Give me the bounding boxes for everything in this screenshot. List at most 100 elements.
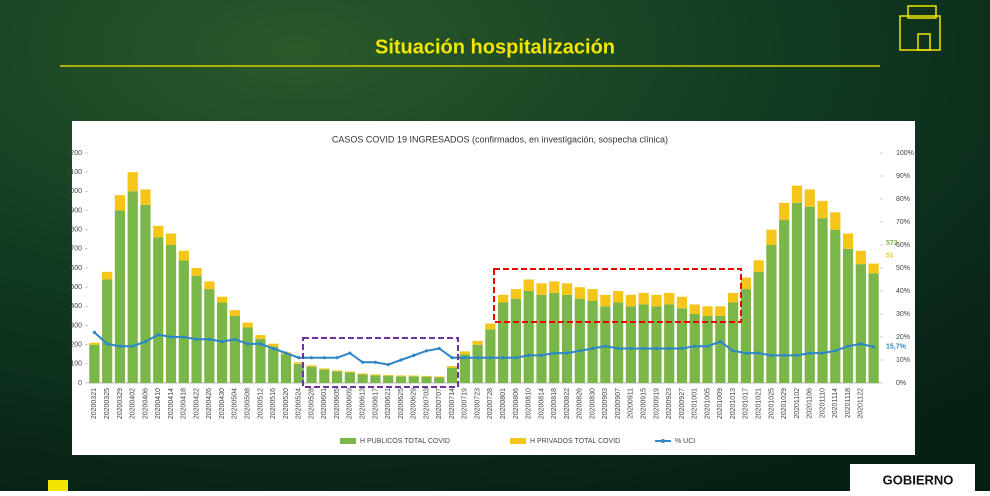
uci-point <box>297 356 301 360</box>
legend-swatch <box>340 438 356 444</box>
y2-tick-label: 100% <box>896 150 914 157</box>
bar <box>676 308 688 383</box>
x-tick-label: 20200728 <box>487 388 494 419</box>
uci-point <box>590 346 595 351</box>
uci-point <box>744 351 748 355</box>
x-tick-label: 20200426 <box>206 388 213 419</box>
bar <box>421 375 432 377</box>
bar <box>510 298 522 383</box>
x-tick-label: 20200524 <box>296 388 303 419</box>
bar <box>217 296 228 303</box>
bar <box>613 302 624 383</box>
bar <box>357 374 368 383</box>
x-tick-label: 20201025 <box>768 388 775 419</box>
bar <box>242 327 253 383</box>
bar <box>140 204 151 383</box>
x-tick-label: 20200703 <box>423 388 430 419</box>
bar <box>702 306 713 316</box>
corner-square <box>48 480 68 491</box>
bar <box>791 202 803 383</box>
x-tick-label: 20201118 <box>845 388 852 418</box>
uci-point <box>527 353 531 357</box>
bar <box>536 283 547 295</box>
uci-point <box>476 356 480 360</box>
uci-point <box>169 335 173 339</box>
uci-point <box>578 349 582 353</box>
y-tick-label: 1200 <box>66 150 82 157</box>
bar <box>791 185 803 203</box>
x-tick-label: 20200719 <box>462 388 469 419</box>
bar <box>715 315 726 383</box>
y-tick-label: 300 <box>70 322 82 329</box>
bar <box>830 212 841 230</box>
x-tick-label: 20200903 <box>602 388 609 419</box>
uci-point <box>718 340 722 344</box>
y-tick-label: 200 <box>70 342 82 349</box>
uci-point <box>399 358 403 362</box>
bar <box>561 283 573 295</box>
value-label: 572 <box>886 240 898 247</box>
y-tick-label: 1000 <box>66 188 82 195</box>
x-tick-label: 20201029 <box>781 388 788 419</box>
bar <box>153 237 164 383</box>
bar <box>127 191 138 383</box>
y2-tick-label: 20% <box>896 334 910 341</box>
bar <box>268 346 279 383</box>
bar <box>434 377 445 383</box>
bar <box>740 289 751 383</box>
value-label: 15,7% <box>886 344 907 351</box>
bar <box>587 289 598 301</box>
uci-point <box>271 346 275 351</box>
uci-point <box>463 356 467 360</box>
uci-point <box>808 351 812 355</box>
bar <box>280 354 292 383</box>
bar <box>625 306 637 383</box>
bar <box>561 294 573 383</box>
bar <box>817 200 828 219</box>
uci-point <box>182 335 186 339</box>
uci-point <box>667 346 671 351</box>
uci-point <box>412 353 416 357</box>
x-tick-label: 20200621 <box>385 388 392 419</box>
x-tick-label: 20200625 <box>398 388 405 419</box>
bar <box>779 220 790 383</box>
x-tick-label: 20200609 <box>347 388 354 419</box>
y2-tick-label: 0% <box>896 380 906 387</box>
x-tick-label: 20200508 <box>245 388 252 419</box>
uci-point <box>131 344 135 348</box>
bar <box>114 195 126 211</box>
x-tick-label: 20200601 <box>321 388 328 419</box>
x-tick-label: 20200830 <box>589 388 596 419</box>
bar <box>370 375 381 383</box>
bar <box>191 268 202 276</box>
bar <box>753 260 764 272</box>
bar <box>446 366 458 368</box>
x-tick-label: 20200919 <box>653 388 660 419</box>
bar <box>638 304 649 383</box>
uci-point <box>642 346 646 351</box>
uci-point <box>769 353 774 357</box>
x-tick-label: 20200414 <box>168 388 175 419</box>
bar <box>868 263 879 274</box>
y-tick-label: 1100 <box>67 169 82 176</box>
x-tick-label: 20200911 <box>628 388 635 419</box>
bar <box>804 206 815 383</box>
uci-point <box>207 337 211 341</box>
uci-point <box>233 337 237 341</box>
y-tick-label: 700 <box>70 246 82 253</box>
y2-tick-label: 90% <box>896 173 910 180</box>
y2-tick-label: 80% <box>896 196 910 203</box>
x-tick-label: 20200325 <box>104 388 111 419</box>
bar <box>165 245 177 383</box>
uci-point <box>348 351 352 355</box>
x-tick-label: 20200504 <box>232 388 239 419</box>
bar <box>485 323 496 330</box>
x-tick-label: 20200814 <box>538 388 545 419</box>
bar <box>664 304 675 383</box>
bar <box>804 189 815 207</box>
x-tick-label: 20200520 <box>283 388 290 419</box>
uci-point <box>859 342 863 346</box>
x-tick-label: 20200422 <box>193 388 200 419</box>
uci-point <box>782 353 786 357</box>
